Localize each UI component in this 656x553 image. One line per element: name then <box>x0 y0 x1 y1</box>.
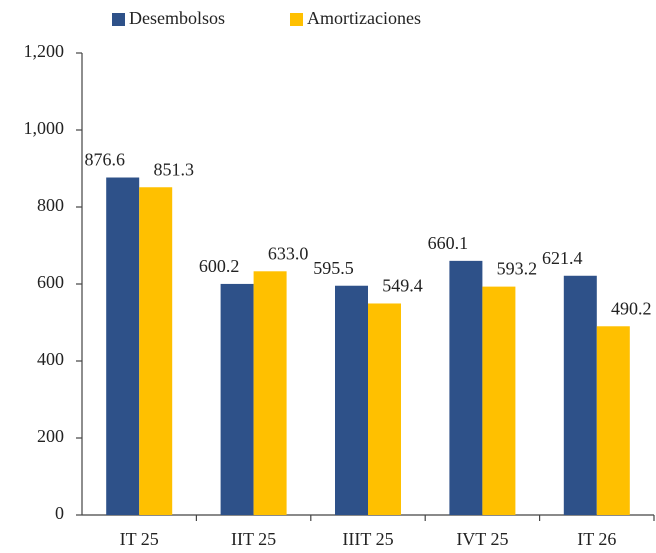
x-tick-label: IVT 25 <box>456 529 508 549</box>
value-label: 851.3 <box>153 159 194 179</box>
x-tick-label: IT 26 <box>577 529 616 549</box>
bar <box>220 283 254 515</box>
legend-swatch <box>112 13 125 26</box>
value-label: 876.6 <box>84 150 125 170</box>
bar <box>368 303 401 515</box>
y-tick-label: 0 <box>55 503 64 523</box>
y-tick-label: 200 <box>37 426 64 446</box>
value-label: 600.2 <box>199 256 240 276</box>
value-label: 595.5 <box>313 258 354 278</box>
legend-label: Amortizaciones <box>307 8 421 28</box>
bar <box>139 187 173 515</box>
y-tick-label: 1,200 <box>24 41 65 61</box>
value-label: 660.1 <box>428 233 469 253</box>
legend-swatch <box>290 13 303 26</box>
y-tick-label: 600 <box>37 272 64 292</box>
x-tick-label: IIIT 25 <box>342 529 393 549</box>
value-label: 490.2 <box>611 298 652 318</box>
y-tick-label: 1,000 <box>24 118 65 138</box>
legend-label: Desembolsos <box>129 8 225 28</box>
bar <box>596 326 630 515</box>
x-tick-label: IIT 25 <box>231 529 276 549</box>
value-label: 621.4 <box>542 248 583 268</box>
value-label: 633.0 <box>268 243 309 263</box>
bar <box>106 177 140 515</box>
y-tick-label: 400 <box>37 349 64 369</box>
bar <box>482 286 516 515</box>
bar <box>253 271 287 515</box>
bar <box>563 275 597 515</box>
y-tick-label: 800 <box>37 195 64 215</box>
value-label: 593.2 <box>497 259 538 279</box>
x-tick-label: IT 25 <box>120 529 159 549</box>
bar <box>449 260 483 515</box>
value-label: 549.4 <box>382 276 423 296</box>
bar <box>335 285 368 515</box>
